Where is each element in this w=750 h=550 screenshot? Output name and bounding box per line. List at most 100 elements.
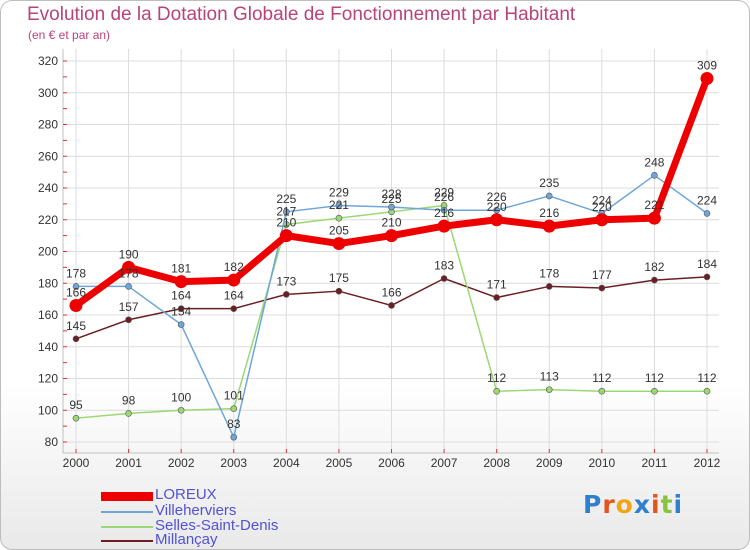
data-point-selles-saint-denis [125, 410, 132, 417]
data-label-loreux: 190 [119, 247, 139, 261]
x-tick-label: 2004 [273, 456, 300, 470]
data-point-selles-saint-denis [651, 387, 658, 395]
logo-letter: x [633, 490, 651, 519]
x-tick-label: 2007 [431, 456, 458, 470]
data-label-loreux: 182 [224, 260, 244, 274]
proxiti-logo: Proxiti [583, 490, 683, 519]
data-label-selles-saint-denis: 95 [69, 398, 83, 412]
chart-subtitle: (en € et par an) [28, 28, 111, 42]
data-point-millancay [651, 276, 658, 284]
data-point-selles-saint-denis [493, 387, 500, 395]
y-tick-label: 200 [38, 245, 58, 259]
data-point-villeherviers [493, 206, 500, 214]
data-label-loreux: 181 [171, 262, 191, 276]
y-tick-label: 220 [38, 213, 58, 227]
data-label-villeherviers: 226 [487, 190, 507, 204]
y-tick-label: 100 [38, 403, 58, 417]
data-label-selles-saint-denis: 112 [645, 371, 664, 385]
data-label-millancay: 164 [224, 289, 244, 303]
data-point-selles-saint-denis [230, 405, 238, 412]
data-point-villeherviers [703, 210, 711, 217]
data-label-loreux: 220 [592, 200, 612, 214]
data-label-villeherviers: 248 [644, 155, 664, 169]
data-point-millancay [72, 335, 80, 343]
data-label-villeherviers: 224 [697, 193, 717, 207]
logo-letter: o [615, 490, 634, 519]
data-label-loreux: 216 [434, 206, 454, 220]
logo-letter: t [660, 490, 674, 519]
y-tick-label: 280 [38, 118, 58, 132]
logo-letter: i [651, 490, 661, 519]
data-label-villeherviers: 224 [592, 193, 612, 207]
data-label-millancay: 145 [66, 319, 86, 333]
y-tick-label: 120 [38, 372, 58, 386]
data-label-millancay: 164 [171, 289, 191, 303]
data-label-selles-saint-denis: 98 [122, 393, 136, 407]
data-label-selles-saint-denis: 112 [487, 371, 506, 385]
data-label-millancay: 173 [276, 274, 296, 288]
data-label-loreux: 210 [276, 216, 296, 230]
y-tick-label: 240 [38, 181, 58, 195]
data-point-millancay [440, 275, 448, 282]
data-label-selles-saint-denis: 112 [697, 371, 716, 385]
data-point-millancay [598, 284, 606, 292]
data-point-villeherviers [335, 202, 343, 209]
data-point-loreux [595, 213, 609, 227]
data-label-villeherviers: 83 [227, 417, 241, 431]
data-point-millancay [545, 283, 553, 290]
x-tick-label: 2006 [378, 456, 405, 470]
data-label-selles-saint-denis: 225 [381, 192, 401, 206]
data-point-selles-saint-denis [72, 414, 80, 422]
logo-letter: i [673, 490, 684, 519]
data-label-selles-saint-denis: 217 [276, 205, 296, 219]
x-tick-label: 2001 [115, 456, 142, 470]
y-tick-label: 260 [38, 149, 58, 163]
data-point-millancay [125, 316, 132, 324]
x-tick-label: 2008 [483, 456, 510, 470]
data-label-loreux: 309 [697, 58, 717, 72]
x-tick-label: 2011 [642, 456, 668, 470]
data-label-villeherviers: 226 [434, 190, 454, 204]
data-point-villeherviers [125, 283, 132, 290]
data-point-millancay [335, 287, 343, 295]
data-label-millancay: 183 [434, 258, 454, 272]
data-point-loreux [647, 211, 661, 225]
data-label-selles-saint-denis: 100 [171, 390, 191, 404]
data-point-loreux [542, 219, 556, 233]
logo-letter: r [602, 490, 616, 519]
y-tick-label: 80 [45, 435, 59, 449]
data-point-millancay [703, 273, 711, 281]
data-point-loreux [279, 229, 293, 243]
data-label-millancay: 166 [381, 285, 401, 299]
data-label-loreux: 166 [66, 285, 86, 299]
logo-letter: P [583, 490, 603, 519]
data-label-villeherviers: 178 [119, 266, 139, 280]
data-label-villeherviers: 228 [381, 187, 401, 201]
data-label-loreux: 221 [644, 198, 664, 212]
data-label-loreux: 216 [539, 206, 559, 220]
data-point-loreux [437, 219, 451, 233]
legend-swatch [101, 540, 153, 542]
data-label-selles-saint-denis: 101 [224, 389, 244, 403]
legend-label: LOREUX [155, 486, 217, 503]
data-point-loreux [174, 275, 188, 289]
x-tick-label: 2010 [588, 456, 615, 470]
data-label-millancay: 157 [119, 300, 139, 314]
x-tick-label: 2005 [326, 456, 353, 470]
x-tick-label: 2002 [168, 456, 195, 470]
data-point-millancay [283, 291, 290, 298]
x-tick-label: 2000 [63, 456, 90, 470]
legend-label: Millançay [155, 531, 218, 548]
data-point-loreux [700, 71, 714, 85]
data-label-villeherviers: 229 [329, 185, 349, 199]
data-label-millancay: 177 [592, 268, 612, 282]
y-tick-label: 160 [38, 308, 58, 322]
legend-swatch [101, 491, 153, 501]
chart-title: Evolution de la Dotation Globale de Fonc… [27, 4, 576, 25]
legend-label: Selles-Saint-Denis [155, 517, 279, 534]
data-label-villeherviers: 178 [66, 266, 86, 280]
data-point-loreux [122, 260, 136, 274]
y-tick-label: 320 [38, 54, 58, 68]
